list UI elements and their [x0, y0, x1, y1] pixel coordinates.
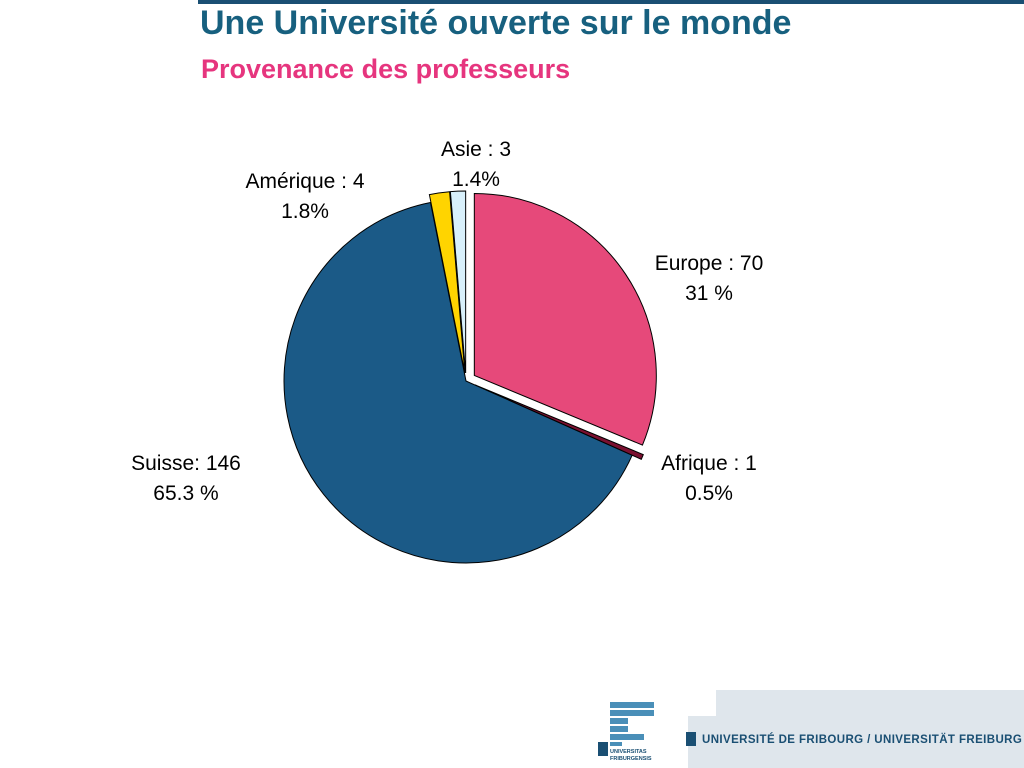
- slice-label-asie-percent: 1.4%: [452, 168, 500, 191]
- slice-label-asie-count: Asie : 3: [441, 138, 511, 161]
- slice-label-suisse: Suisse: 146 65.3 %: [131, 452, 241, 505]
- slice-label-europe-count: Europe : 70: [655, 252, 764, 275]
- page-subtitle: Provenance des professeurs: [201, 54, 571, 84]
- slice-label-amerique-percent: 1.8%: [281, 200, 329, 223]
- university-logo: UNIVERSITAS FRIBURGENSIS: [598, 702, 654, 762]
- footer-band: [716, 690, 1024, 768]
- footer-university-name: UNIVERSITÉ DE FRIBOURG / UNIVERSITÄT FRE…: [702, 734, 1023, 746]
- slice-label-amerique-count: Amérique : 4: [245, 170, 364, 193]
- slice-label-afrique: Afrique : 1 0.5%: [661, 452, 757, 505]
- header-rule: [198, 0, 1024, 4]
- page-title: Une Université ouverte sur le monde: [200, 4, 792, 42]
- slice-label-europe: Europe : 70 31 %: [655, 252, 764, 305]
- slice-label-suisse-percent: 65.3 %: [153, 482, 218, 505]
- footer-mark: [686, 732, 696, 746]
- pie-slice-asie: [449, 190, 467, 374]
- pie-slice-europe: [473, 192, 657, 446]
- pie-slice-suisse: [283, 201, 633, 564]
- slice-label-afrique-count: Afrique : 1: [661, 452, 757, 475]
- logo-text-line2: FRIBURGENSIS: [610, 756, 652, 762]
- slice-label-asie: Asie : 3 1.4%: [441, 138, 511, 191]
- slice-label-afrique-percent: 0.5%: [685, 482, 733, 505]
- slice-label-europe-percent: 31 %: [685, 282, 733, 305]
- slice-label-amerique: Amérique : 4 1.8%: [245, 170, 364, 223]
- slice-label-suisse-count: Suisse: 146: [131, 452, 241, 475]
- logo-text-line1: UNIVERSITAS: [610, 749, 647, 755]
- pie-slice-amerique: [428, 191, 466, 374]
